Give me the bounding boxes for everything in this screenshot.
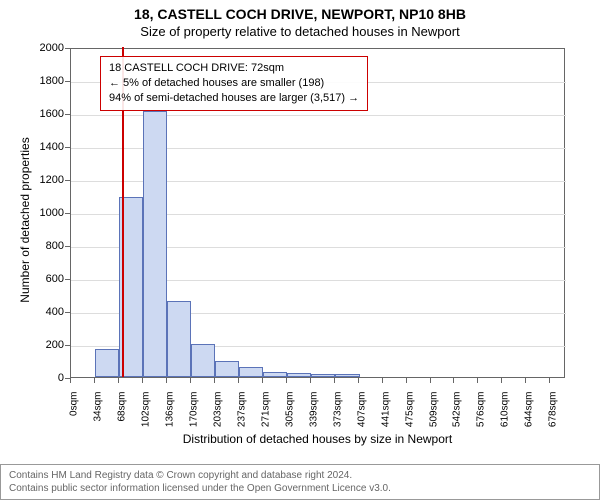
attribution-line1: Contains HM Land Registry data © Crown c… <box>9 469 591 482</box>
xtick-label: 136sqm <box>165 392 176 440</box>
histogram-bar <box>335 374 359 377</box>
page-title: 18, CASTELL COCH DRIVE, NEWPORT, NP10 8H… <box>0 0 600 22</box>
xtick-mark <box>118 378 119 383</box>
annotation-line2: ← 5% of detached houses are smaller (198… <box>109 76 359 91</box>
xtick-mark <box>166 378 167 383</box>
histogram-bar <box>191 344 215 377</box>
xtick-label: 576sqm <box>476 392 487 440</box>
ytick-label: 600 <box>30 273 64 285</box>
xtick-label: 203sqm <box>212 392 223 440</box>
ytick-label: 400 <box>30 306 64 318</box>
chart-container: { "header": { "address": "18, CASTELL CO… <box>0 0 600 500</box>
annotation-line1: 18 CASTELL COCH DRIVE: 72sqm <box>109 61 359 76</box>
ytick-mark <box>65 180 70 181</box>
ytick-mark <box>65 48 70 49</box>
xtick-mark <box>262 378 263 383</box>
xtick-mark <box>382 378 383 383</box>
xtick-label: 644sqm <box>524 392 535 440</box>
ytick-label: 1600 <box>30 108 64 120</box>
xtick-label: 0sqm <box>69 392 80 440</box>
ytick-mark <box>65 81 70 82</box>
xtick-label: 305sqm <box>284 392 295 440</box>
page-subtitle: Size of property relative to detached ho… <box>0 22 600 39</box>
annotation-line3: 94% of semi-detached houses are larger (… <box>109 91 359 106</box>
xtick-mark <box>142 378 143 383</box>
xtick-mark <box>477 378 478 383</box>
histogram-bar <box>311 374 335 377</box>
xtick-label: 68sqm <box>117 392 128 440</box>
xtick-label: 678sqm <box>548 392 559 440</box>
xtick-mark <box>70 378 71 383</box>
xtick-mark <box>334 378 335 383</box>
xtick-mark <box>190 378 191 383</box>
ytick-mark <box>65 246 70 247</box>
xtick-label: 102sqm <box>141 392 152 440</box>
xtick-mark <box>238 378 239 383</box>
xtick-label: 34sqm <box>93 392 104 440</box>
xtick-mark <box>214 378 215 383</box>
ytick-mark <box>65 147 70 148</box>
histogram-bar <box>167 301 191 377</box>
xtick-mark <box>358 378 359 383</box>
xtick-mark <box>406 378 407 383</box>
xtick-label: 441sqm <box>380 392 391 440</box>
xtick-label: 542sqm <box>452 392 463 440</box>
ytick-label: 800 <box>30 240 64 252</box>
xtick-label: 407sqm <box>356 392 367 440</box>
attribution-line2: Contains public sector information licen… <box>9 482 591 495</box>
xtick-label: 170sqm <box>189 392 200 440</box>
annotation-box: 18 CASTELL COCH DRIVE: 72sqm ← 5% of det… <box>100 56 368 111</box>
xtick-mark <box>501 378 502 383</box>
xtick-mark <box>310 378 311 383</box>
ytick-label: 1400 <box>30 141 64 153</box>
ytick-label: 1000 <box>30 207 64 219</box>
histogram-bar <box>95 349 119 377</box>
ytick-mark <box>65 312 70 313</box>
xtick-mark <box>453 378 454 383</box>
ytick-label: 1800 <box>30 75 64 87</box>
xtick-mark <box>525 378 526 383</box>
ytick-label: 2000 <box>30 42 64 54</box>
ytick-mark <box>65 213 70 214</box>
ytick-label: 0 <box>30 372 64 384</box>
xtick-label: 339sqm <box>308 392 319 440</box>
ytick-mark <box>65 345 70 346</box>
histogram-bar <box>263 372 287 377</box>
xtick-label: 509sqm <box>428 392 439 440</box>
attribution-footer: Contains HM Land Registry data © Crown c… <box>0 464 600 500</box>
ytick-mark <box>65 279 70 280</box>
xtick-label: 475sqm <box>404 392 415 440</box>
xtick-label: 610sqm <box>500 392 511 440</box>
ytick-label: 200 <box>30 339 64 351</box>
xtick-mark <box>430 378 431 383</box>
ytick-mark <box>65 114 70 115</box>
histogram-bar <box>287 373 311 377</box>
xtick-mark <box>94 378 95 383</box>
histogram-bar <box>143 111 167 377</box>
xtick-label: 271sqm <box>260 392 271 440</box>
histogram-bar <box>215 361 239 378</box>
histogram-bar <box>239 367 263 377</box>
xtick-mark <box>549 378 550 383</box>
ytick-label: 1200 <box>30 174 64 186</box>
xtick-mark <box>286 378 287 383</box>
xtick-label: 237sqm <box>236 392 247 440</box>
xtick-label: 373sqm <box>332 392 343 440</box>
